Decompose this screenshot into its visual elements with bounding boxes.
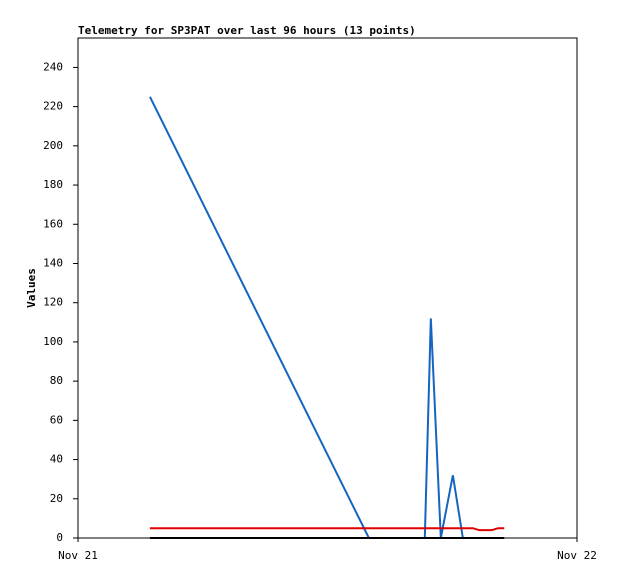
y-tick-label: 120	[43, 296, 63, 309]
y-tick-label: 180	[43, 178, 63, 191]
x-tick-label: Nov 21	[58, 549, 98, 562]
y-tick-label: 80	[50, 374, 63, 387]
y-tick-label: 20	[50, 492, 63, 505]
series-line	[149, 527, 505, 532]
series-line	[149, 96, 464, 539]
chart-title: Telemetry for SP3PAT over last 96 hours …	[78, 24, 416, 37]
y-tick-label: 240	[43, 60, 63, 73]
y-tick-label: 0	[56, 531, 63, 544]
y-tick-label: 100	[43, 335, 63, 348]
y-tick-label: 40	[50, 453, 63, 466]
y-tick-label: 60	[50, 413, 63, 426]
y-axis-label: Values	[25, 268, 38, 308]
y-tick-label: 140	[43, 256, 63, 269]
x-tick-label: Nov 22	[557, 549, 597, 562]
plot-frame	[77, 37, 578, 539]
y-tick-label: 160	[43, 217, 63, 230]
y-tick-label: 220	[43, 100, 63, 113]
y-tick-label: 200	[43, 139, 63, 152]
